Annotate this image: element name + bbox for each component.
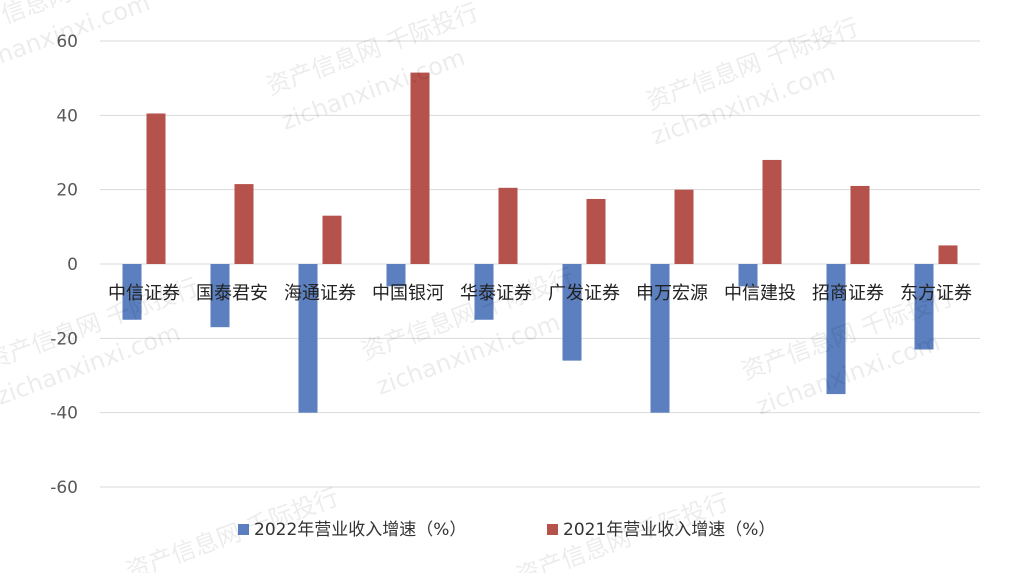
category-labels: 中信证券 国泰君安 海通证券 中国银河 华泰证券 广发证券 申万宏源 中信建投 招商证券 东方证券 bbox=[108, 283, 972, 304]
bar-2022-6 bbox=[562, 264, 582, 361]
bar-2022-4 bbox=[386, 264, 406, 287]
gridlines bbox=[100, 40, 980, 488]
bar-2022-2 bbox=[210, 264, 230, 328]
bars bbox=[122, 72, 958, 413]
y-tick-label: -40 bbox=[50, 404, 78, 424]
category-label: 申万宏源 bbox=[636, 283, 708, 304]
bar-2022-8 bbox=[738, 264, 758, 287]
bar-2022-1 bbox=[122, 264, 142, 320]
bar-2022-10 bbox=[914, 264, 934, 350]
category-label: 中信建投 bbox=[724, 283, 796, 304]
legend-label: 2021年营业收入增速（%） bbox=[563, 520, 775, 540]
bar-2022-3 bbox=[298, 264, 318, 413]
bar-2022-9 bbox=[826, 264, 846, 395]
category-label: 国泰君安 bbox=[196, 283, 268, 304]
category-label: 广发证券 bbox=[548, 283, 620, 304]
category-label: 中国银河 bbox=[372, 283, 444, 304]
bar-2021-8 bbox=[762, 159, 782, 264]
bar-2021-9 bbox=[850, 185, 870, 264]
y-tick-label: 60 bbox=[56, 32, 78, 52]
bar-2021-7 bbox=[674, 189, 694, 264]
y-tick-label: -60 bbox=[50, 478, 78, 498]
bar-2021-10 bbox=[938, 245, 958, 264]
category-label: 华泰证券 bbox=[460, 283, 532, 304]
y-tick-label: 0 bbox=[67, 255, 78, 275]
category-label: 招商证券 bbox=[812, 283, 884, 304]
bar-2021-3 bbox=[322, 215, 342, 264]
bar-2022-5 bbox=[474, 264, 494, 320]
bar-2022-7 bbox=[650, 264, 670, 413]
y-tick-label: 20 bbox=[56, 181, 78, 201]
bar-2021-5 bbox=[498, 187, 518, 264]
legend: 2022年营业收入增速（%） 2021年营业收入增速（%） bbox=[238, 520, 775, 540]
y-axis-tick-labels: 60 40 20 0 -20 -40 -60 bbox=[50, 32, 78, 498]
bar-2021-2 bbox=[234, 184, 254, 264]
y-tick-label: -20 bbox=[50, 329, 78, 349]
legend-swatch bbox=[547, 524, 558, 535]
legend-swatch bbox=[238, 524, 249, 535]
bar-2021-6 bbox=[586, 198, 606, 264]
category-label: 海通证券 bbox=[284, 283, 356, 304]
legend-label: 2022年营业收入增速（%） bbox=[254, 520, 466, 540]
bar-2021-1 bbox=[146, 113, 166, 264]
bar-2021-4 bbox=[410, 72, 430, 264]
category-label: 东方证券 bbox=[900, 283, 972, 304]
category-label: 中信证券 bbox=[108, 283, 180, 304]
y-tick-label: 40 bbox=[56, 106, 78, 126]
